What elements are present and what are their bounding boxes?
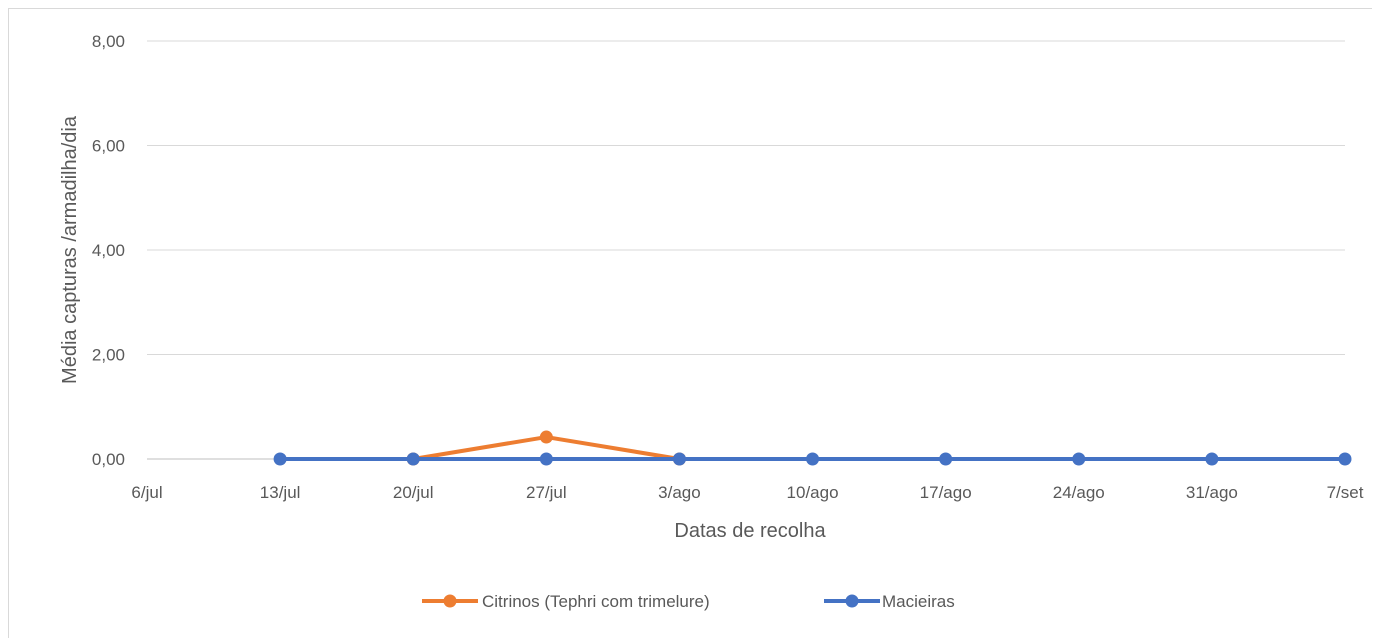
legend-marker xyxy=(443,594,457,608)
series-1 xyxy=(273,452,1352,466)
x-axis-title: Datas de recolha xyxy=(674,520,826,542)
data-point xyxy=(1338,452,1352,466)
chart-frame xyxy=(8,8,1372,638)
x-tick-label: 24/ago xyxy=(1053,483,1105,502)
x-tick-label: 13/jul xyxy=(260,483,301,502)
data-point xyxy=(672,452,686,466)
x-tick-label: 6/jul xyxy=(131,483,162,502)
legend-item: Macieiras xyxy=(824,592,955,611)
data-point xyxy=(939,452,953,466)
y-tick-label: 0,00 xyxy=(92,450,125,469)
y-tick-label: 2,00 xyxy=(92,346,125,365)
data-point xyxy=(806,452,820,466)
data-point xyxy=(273,452,287,466)
data-point xyxy=(1205,452,1219,466)
y-tick-label: 6,00 xyxy=(92,137,125,156)
x-tick-label: 17/ago xyxy=(920,483,972,502)
gridlines xyxy=(147,40,1345,355)
x-tick-label: 7/set xyxy=(1327,483,1364,502)
y-axis-title: Média capturas /armadilha/dia xyxy=(59,115,81,384)
data-point xyxy=(406,452,420,466)
legend-item: Citrinos (Tephri com trimelure) xyxy=(422,592,710,611)
legend-label: Macieiras xyxy=(882,592,955,611)
x-tick-label: 10/ago xyxy=(787,483,839,502)
data-point xyxy=(539,430,553,444)
y-tick-label: 8,00 xyxy=(92,32,125,51)
legend-label: Citrinos (Tephri com trimelure) xyxy=(482,592,710,611)
x-axis-ticks: 6/jul 13/jul 20/jul 27/jul 3/ago 10/ago 17/ago… xyxy=(131,483,1363,502)
legend: Citrinos (Tephri com trimelure) Macieiras xyxy=(422,592,955,611)
x-tick-label: 3/ago xyxy=(658,483,701,502)
y-tick-label: 4,00 xyxy=(92,241,125,260)
y-axis-ticks: 0,00 2,00 4,00 6,00 8,00 xyxy=(92,32,125,469)
data-point xyxy=(539,452,553,466)
data-point xyxy=(1072,452,1086,466)
x-tick-label: 27/jul xyxy=(526,483,567,502)
series-layer xyxy=(273,430,1352,466)
x-tick-label: 20/jul xyxy=(393,483,434,502)
legend-marker xyxy=(845,594,859,608)
x-tick-label: 31/ago xyxy=(1186,483,1238,502)
